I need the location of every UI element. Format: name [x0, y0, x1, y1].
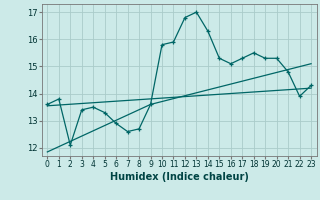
X-axis label: Humidex (Indice chaleur): Humidex (Indice chaleur) [110, 172, 249, 182]
